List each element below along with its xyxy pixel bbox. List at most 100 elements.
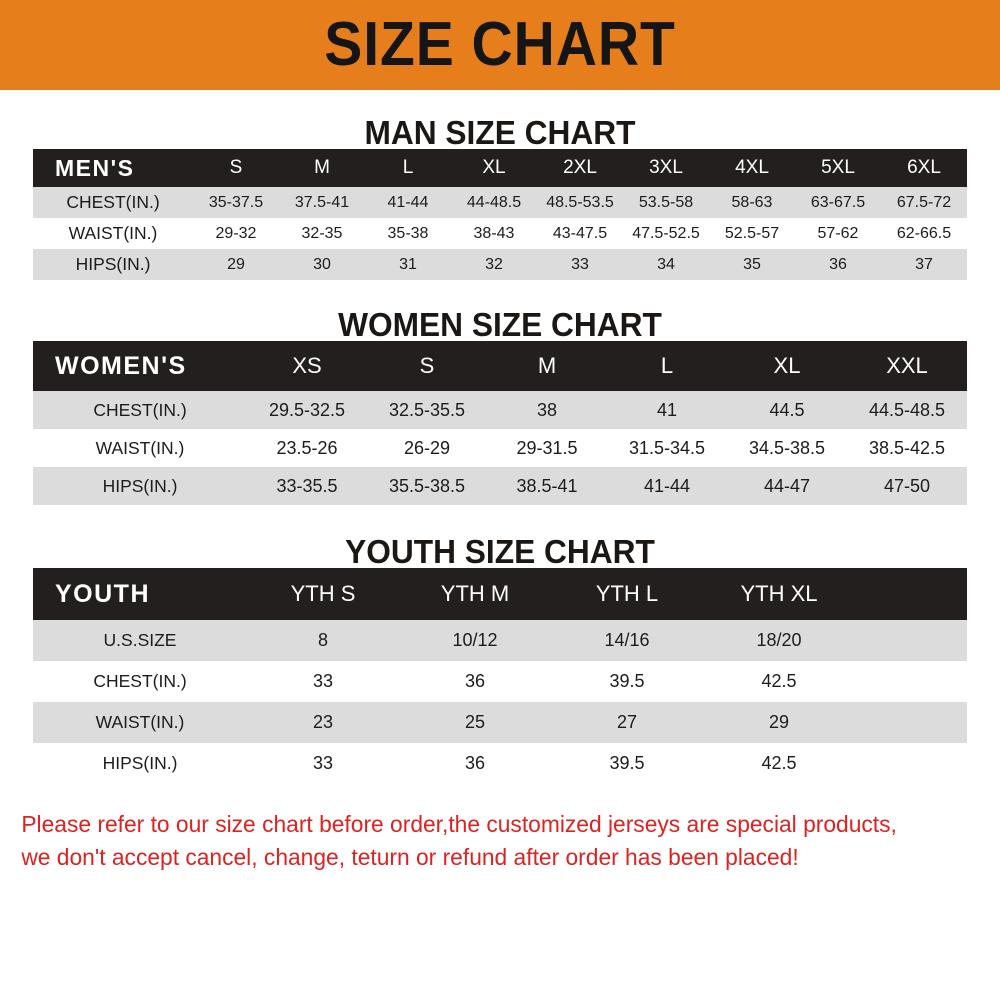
youth-cell-3-filler: [855, 743, 967, 784]
men-cell-2-4: 33: [571, 255, 589, 273]
youth-cell-2-filler: [855, 702, 967, 743]
table-row: CHEST(IN.) 35-37.5 37.5-41 41-44 44-48.5…: [33, 187, 967, 218]
youth-cell-2-1: 25: [464, 712, 486, 732]
women-cell-0-3: 41: [656, 399, 678, 420]
women-cell-1-2: 29-31.5: [516, 437, 578, 458]
table-row: WAIST(IN.) 23.5-26 26-29 29-31.5 31.5-34…: [33, 429, 967, 467]
section-title-women: WOMEN SIZE CHART: [338, 306, 662, 343]
women-cell-0-4: 44.5: [769, 399, 805, 420]
men-col-header-6: 4XL: [735, 157, 769, 178]
youth-table-body: U.S.SIZE 8 10/12 14/16 18/20 CHEST(IN.) …: [33, 620, 967, 784]
youth-col-header-2: YTH L: [595, 581, 659, 606]
youth-header-row: YOUTH YTH S YTH M YTH L YTH XL: [33, 568, 967, 620]
women-cell-1-3: 31.5-34.5: [628, 437, 706, 458]
women-corner-label: WOMEN'S: [55, 351, 187, 380]
men-table-body: CHEST(IN.) 35-37.5 37.5-41 41-44 44-48.5…: [33, 187, 967, 280]
section-title-youth: YOUTH SIZE CHART: [345, 533, 655, 570]
youth-cell-1-2: 39.5: [609, 671, 645, 691]
men-size-table: MEN'S S M L XL 2XL 3XL 4XL 5XL 6XL CHEST…: [33, 149, 967, 280]
women-row-label-2: HIPS(IN.): [102, 475, 178, 496]
men-cell-2-8: 37: [915, 255, 933, 273]
women-cell-0-1: 32.5-35.5: [388, 399, 466, 420]
youth-header-filler: [855, 568, 967, 620]
youth-cell-0-0: 8: [317, 630, 328, 650]
women-col-header-1: S: [419, 353, 435, 378]
youth-row-label-1: CHEST(IN.): [93, 671, 187, 691]
men-row-label-0: CHEST(IN.): [66, 192, 160, 212]
men-cell-0-2: 41-44: [387, 193, 429, 211]
men-cell-0-1: 37.5-41: [294, 193, 350, 211]
men-cell-1-4: 43-47.5: [552, 224, 608, 242]
youth-corner-label: YOUTH: [55, 579, 150, 608]
youth-row-label-0: U.S.SIZE: [103, 630, 177, 650]
youth-cell-2-2: 27: [616, 712, 638, 732]
table-row: CHEST(IN.) 29.5-32.5 32.5-35.5 38 41 44.…: [33, 391, 967, 429]
youth-col-header-3: YTH XL: [740, 581, 818, 606]
men-col-header-2: L: [402, 157, 414, 178]
men-cell-1-8: 62-66.5: [896, 224, 952, 242]
men-cell-0-0: 35-37.5: [208, 193, 264, 211]
women-col-header-4: XL: [773, 353, 801, 378]
youth-row-label-3: HIPS(IN.): [102, 753, 178, 773]
youth-cell-3-3: 42.5: [761, 753, 797, 773]
women-cell-1-0: 23.5-26: [276, 437, 338, 458]
men-row-label-2: HIPS(IN.): [75, 254, 151, 274]
men-cell-0-5: 53.5-58: [638, 193, 694, 211]
men-cell-0-4: 48.5-53.5: [546, 193, 614, 211]
women-cell-2-1: 35.5-38.5: [388, 475, 466, 496]
women-cell-2-0: 33-35.5: [276, 475, 338, 496]
youth-cell-0-3: 18/20: [756, 630, 802, 650]
women-cell-2-2: 38.5-41: [516, 475, 578, 496]
page-banner: SIZE CHART: [0, 0, 1000, 90]
men-col-header-3: XL: [482, 157, 506, 178]
youth-col-header-1: YTH M: [440, 581, 510, 606]
men-cell-1-3: 38-43: [473, 224, 515, 242]
men-cell-1-5: 47.5-52.5: [632, 224, 700, 242]
men-cell-1-1: 32-35: [301, 224, 343, 242]
men-col-header-5: 3XL: [649, 157, 683, 178]
women-col-header-2: M: [537, 353, 557, 378]
women-cell-0-5: 44.5-48.5: [868, 399, 946, 420]
women-col-header-5: XXL: [886, 353, 928, 378]
men-cell-1-2: 35-38: [387, 224, 429, 242]
women-table-wrap: WOMEN'S XS S M L XL XXL CHEST(IN.) 29.5-…: [0, 341, 1000, 505]
youth-cell-0-1: 10/12: [452, 630, 498, 650]
men-cell-1-7: 57-62: [817, 224, 859, 242]
youth-size-table: YOUTH YTH S YTH M YTH L YTH XL U.S.SIZE …: [33, 568, 967, 784]
men-col-header-8: 6XL: [907, 157, 941, 178]
youth-table-head: YOUTH YTH S YTH M YTH L YTH XL: [33, 568, 967, 620]
men-row-label-1: WAIST(IN.): [68, 223, 158, 243]
table-row: WAIST(IN.) 29-32 32-35 35-38 38-43 43-47…: [33, 218, 967, 249]
men-cell-2-1: 30: [313, 255, 331, 273]
women-cell-1-4: 34.5-38.5: [748, 437, 826, 458]
women-cell-0-0: 29.5-32.5: [268, 399, 346, 420]
men-col-header-0: S: [229, 157, 243, 178]
youth-cell-1-0: 33: [312, 671, 334, 691]
women-cell-2-4: 44-47: [763, 475, 811, 496]
men-header-row: MEN'S S M L XL 2XL 3XL 4XL 5XL 6XL: [33, 149, 967, 187]
table-row: CHEST(IN.) 33 36 39.5 42.5: [33, 661, 967, 702]
men-cell-2-5: 34: [657, 255, 675, 273]
men-corner-label: MEN'S: [55, 154, 135, 181]
table-row: U.S.SIZE 8 10/12 14/16 18/20: [33, 620, 967, 661]
table-row: HIPS(IN.) 29 30 31 32 33 34 35 36 37: [33, 249, 967, 280]
men-table-head: MEN'S S M L XL 2XL 3XL 4XL 5XL 6XL: [33, 149, 967, 187]
footer-note: Please refer to our size chart before or…: [0, 808, 970, 874]
men-cell-0-8: 67.5-72: [896, 193, 952, 211]
men-cell-1-6: 52.5-57: [724, 224, 780, 242]
youth-row-label-2: WAIST(IN.): [95, 712, 185, 732]
youth-cell-2-0: 23: [312, 712, 334, 732]
men-cell-0-3: 44-48.5: [466, 193, 522, 211]
men-cell-2-2: 31: [399, 255, 417, 273]
men-table-wrap: MEN'S S M L XL 2XL 3XL 4XL 5XL 6XL CHEST…: [0, 149, 1000, 280]
youth-cell-3-1: 36: [464, 753, 486, 773]
women-size-table: WOMEN'S XS S M L XL XXL CHEST(IN.) 29.5-…: [33, 341, 967, 505]
women-table-head: WOMEN'S XS S M L XL XXL: [33, 341, 967, 391]
women-cell-2-3: 41-44: [643, 475, 691, 496]
youth-cell-0-2: 14/16: [604, 630, 650, 650]
women-header-row: WOMEN'S XS S M L XL XXL: [33, 341, 967, 391]
men-cell-0-6: 58-63: [731, 193, 773, 211]
men-col-header-1: M: [314, 157, 330, 178]
men-cell-2-7: 36: [829, 255, 847, 273]
youth-cell-2-3: 29: [768, 712, 790, 732]
